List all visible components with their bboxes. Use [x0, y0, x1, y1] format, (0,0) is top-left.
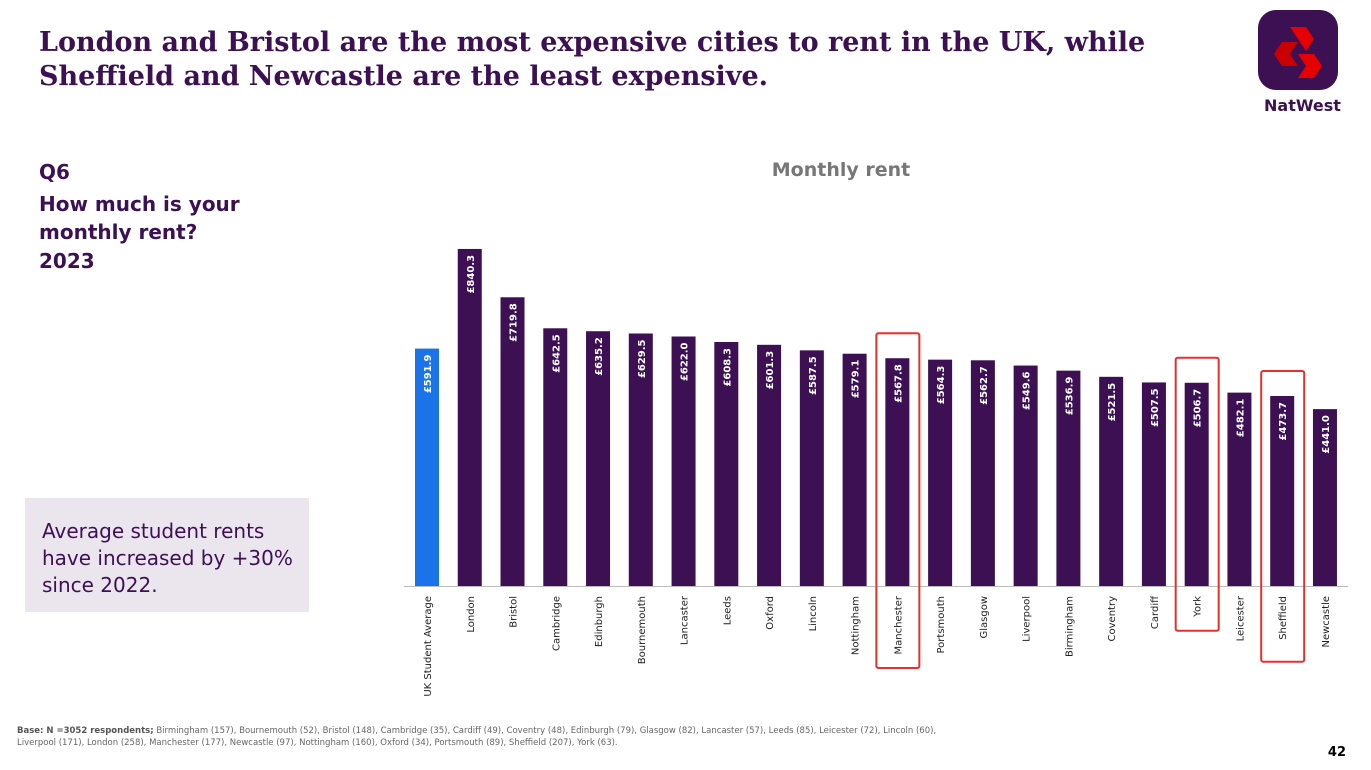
- value-label: £507.5: [1150, 388, 1161, 427]
- footnote-text: Birmingham (157), Bournemouth (52), Bris…: [17, 726, 937, 748]
- value-label: £591.9: [423, 355, 434, 394]
- bar-sheffield: [1270, 395, 1295, 586]
- value-label: £536.9: [1064, 377, 1075, 416]
- highlight-box: [1174, 356, 1220, 632]
- value-label: £473.7: [1278, 402, 1289, 441]
- value-label: £622.0: [680, 342, 691, 381]
- category-label: Glasgow: [979, 596, 990, 639]
- value-label: £642.5: [551, 334, 562, 373]
- category-label: Cambridge: [551, 596, 562, 651]
- value-label: £567.8: [893, 364, 904, 403]
- value-label: £608.3: [722, 348, 733, 387]
- question-text-2: monthly rent?: [39, 220, 198, 244]
- bar-bournemouth: [628, 333, 653, 586]
- value-label: £719.8: [509, 303, 520, 342]
- bar-cambridge: [543, 328, 568, 586]
- category-label: UK Student Average: [423, 596, 434, 697]
- question-text-1: How much is your: [39, 192, 240, 216]
- category-label: Leicester: [1235, 595, 1246, 641]
- chart-title: Monthly rent: [772, 159, 910, 181]
- category-label: Edinburgh: [594, 596, 605, 647]
- highlight-box: [875, 332, 921, 669]
- value-label: £579.1: [851, 360, 862, 399]
- category-label: Coventry: [1107, 596, 1118, 642]
- page-number: 42: [1327, 745, 1346, 760]
- value-label: £562.7: [979, 366, 990, 405]
- bar-manchester: [885, 358, 910, 586]
- bar-coventry: [1099, 376, 1124, 586]
- bar-portsmouth: [928, 359, 953, 586]
- slide-title: London and Bristol are the most expensiv…: [39, 27, 1146, 92]
- category-label: Lincoln: [808, 596, 819, 631]
- bar-lancaster: [671, 336, 696, 586]
- bar-york: [1184, 382, 1209, 586]
- category-label: Portsmouth: [936, 596, 947, 654]
- category-label: Nottingham: [851, 596, 862, 655]
- value-label: £840.3: [466, 255, 477, 294]
- brand-name: NatWest: [1264, 96, 1341, 115]
- category-label: Sheffield: [1278, 596, 1289, 640]
- bar-leicester: [1227, 392, 1252, 586]
- category-label: Cardiff: [1150, 595, 1161, 629]
- bar-cardiff: [1141, 382, 1166, 586]
- bar-london: [457, 248, 482, 586]
- footnote-base: Base: N =3052 respondents;: [17, 726, 154, 736]
- bar-nottingham: [842, 353, 867, 586]
- bar-liverpool: [1013, 365, 1038, 586]
- category-label: Manchester: [893, 595, 904, 654]
- question-number: Q6: [39, 160, 70, 184]
- value-label: £635.2: [594, 337, 605, 376]
- category-label: York: [1193, 596, 1204, 618]
- value-label: £601.3: [765, 351, 776, 390]
- bar-oxford: [757, 344, 782, 586]
- bar-birmingham: [1056, 370, 1081, 586]
- value-label: £587.5: [808, 356, 819, 395]
- footnote: Base: N =3052 respondents; Birmingham (1…: [17, 725, 937, 749]
- category-label: Bournemouth: [637, 596, 648, 664]
- bar-newcastle: [1312, 409, 1337, 586]
- category-label: Birmingham: [1064, 596, 1075, 657]
- category-label: Oxford: [765, 596, 776, 630]
- bar-uk-student-average: [415, 348, 439, 586]
- category-label: Newcastle: [1321, 596, 1332, 648]
- question-year: 2023: [39, 249, 95, 273]
- category-label: Leeds: [722, 596, 733, 625]
- bar-bristol: [500, 297, 525, 586]
- category-label: Lancaster: [680, 595, 691, 645]
- value-label: £482.1: [1235, 399, 1246, 438]
- category-label: Liverpool: [1022, 596, 1033, 642]
- callout-text: Average student rents have increased by …: [42, 519, 293, 597]
- bar-lincoln: [799, 350, 824, 586]
- bar-leeds: [714, 342, 739, 586]
- value-label: £506.7: [1193, 389, 1204, 428]
- category-label: Bristol: [509, 596, 520, 628]
- value-label: £521.5: [1107, 383, 1118, 422]
- value-label: £549.6: [1022, 372, 1033, 411]
- value-label: £629.5: [637, 339, 648, 378]
- category-label: London: [466, 596, 477, 633]
- bar-edinburgh: [586, 331, 611, 586]
- highlight-box: [1260, 369, 1306, 663]
- value-label: £564.3: [936, 366, 947, 405]
- callout-box: Average student rents have increased by …: [25, 498, 309, 612]
- value-label: £441.0: [1321, 415, 1332, 454]
- natwest-logo: [1258, 10, 1338, 90]
- bar-glasgow: [970, 360, 995, 586]
